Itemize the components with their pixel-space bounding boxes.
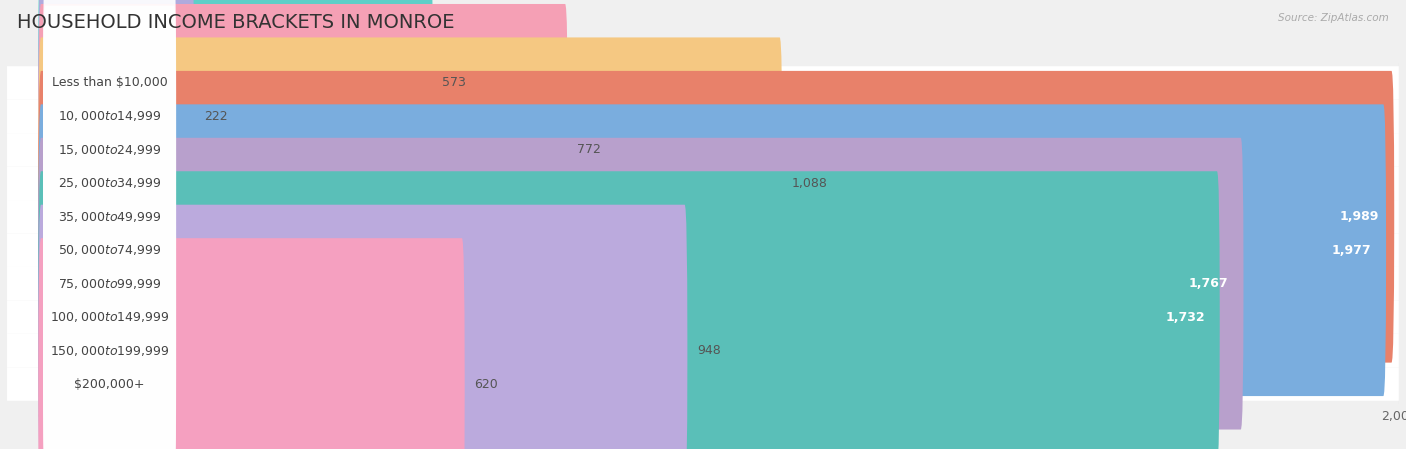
FancyBboxPatch shape bbox=[7, 167, 1399, 200]
Text: 1,732: 1,732 bbox=[1166, 311, 1205, 324]
FancyBboxPatch shape bbox=[7, 133, 1399, 167]
FancyBboxPatch shape bbox=[7, 267, 1399, 300]
FancyBboxPatch shape bbox=[38, 138, 1243, 430]
FancyBboxPatch shape bbox=[7, 100, 1399, 133]
Text: 948: 948 bbox=[697, 344, 721, 357]
Text: 1,989: 1,989 bbox=[1340, 210, 1379, 223]
Text: 1,767: 1,767 bbox=[1189, 277, 1229, 290]
FancyBboxPatch shape bbox=[44, 0, 176, 194]
FancyBboxPatch shape bbox=[7, 233, 1399, 267]
FancyBboxPatch shape bbox=[38, 37, 783, 329]
FancyBboxPatch shape bbox=[38, 71, 1395, 363]
Text: 222: 222 bbox=[204, 110, 228, 123]
Text: $35,000 to $49,999: $35,000 to $49,999 bbox=[58, 210, 162, 224]
Text: HOUSEHOLD INCOME BRACKETS IN MONROE: HOUSEHOLD INCOME BRACKETS IN MONROE bbox=[17, 13, 454, 32]
FancyBboxPatch shape bbox=[38, 0, 433, 229]
FancyBboxPatch shape bbox=[44, 173, 176, 394]
FancyBboxPatch shape bbox=[44, 240, 176, 449]
Text: $25,000 to $34,999: $25,000 to $34,999 bbox=[58, 176, 162, 190]
Text: Less than $10,000: Less than $10,000 bbox=[52, 76, 167, 89]
FancyBboxPatch shape bbox=[44, 106, 176, 327]
FancyBboxPatch shape bbox=[44, 73, 176, 294]
FancyBboxPatch shape bbox=[38, 238, 464, 449]
FancyBboxPatch shape bbox=[7, 200, 1399, 233]
FancyBboxPatch shape bbox=[7, 334, 1399, 367]
FancyBboxPatch shape bbox=[7, 300, 1399, 334]
FancyBboxPatch shape bbox=[38, 171, 1220, 449]
FancyBboxPatch shape bbox=[7, 66, 1399, 100]
FancyBboxPatch shape bbox=[44, 39, 176, 260]
Text: $200,000+: $200,000+ bbox=[75, 378, 145, 391]
FancyBboxPatch shape bbox=[44, 207, 176, 428]
Text: $100,000 to $149,999: $100,000 to $149,999 bbox=[49, 310, 169, 324]
Text: 1,977: 1,977 bbox=[1331, 244, 1371, 257]
Text: 620: 620 bbox=[474, 378, 498, 391]
FancyBboxPatch shape bbox=[38, 205, 688, 449]
Text: $10,000 to $14,999: $10,000 to $14,999 bbox=[58, 110, 162, 123]
FancyBboxPatch shape bbox=[44, 140, 176, 361]
FancyBboxPatch shape bbox=[38, 0, 194, 262]
Text: $150,000 to $199,999: $150,000 to $199,999 bbox=[49, 343, 169, 357]
FancyBboxPatch shape bbox=[38, 104, 1386, 396]
Text: $15,000 to $24,999: $15,000 to $24,999 bbox=[58, 143, 162, 157]
Text: 772: 772 bbox=[578, 143, 602, 156]
Text: 573: 573 bbox=[443, 76, 467, 89]
FancyBboxPatch shape bbox=[38, 4, 568, 296]
Text: Source: ZipAtlas.com: Source: ZipAtlas.com bbox=[1278, 13, 1389, 23]
FancyBboxPatch shape bbox=[7, 367, 1399, 401]
Text: $75,000 to $99,999: $75,000 to $99,999 bbox=[58, 277, 162, 291]
FancyBboxPatch shape bbox=[44, 273, 176, 449]
Text: $50,000 to $74,999: $50,000 to $74,999 bbox=[58, 243, 162, 257]
Text: 1,088: 1,088 bbox=[792, 177, 828, 190]
FancyBboxPatch shape bbox=[44, 6, 176, 227]
